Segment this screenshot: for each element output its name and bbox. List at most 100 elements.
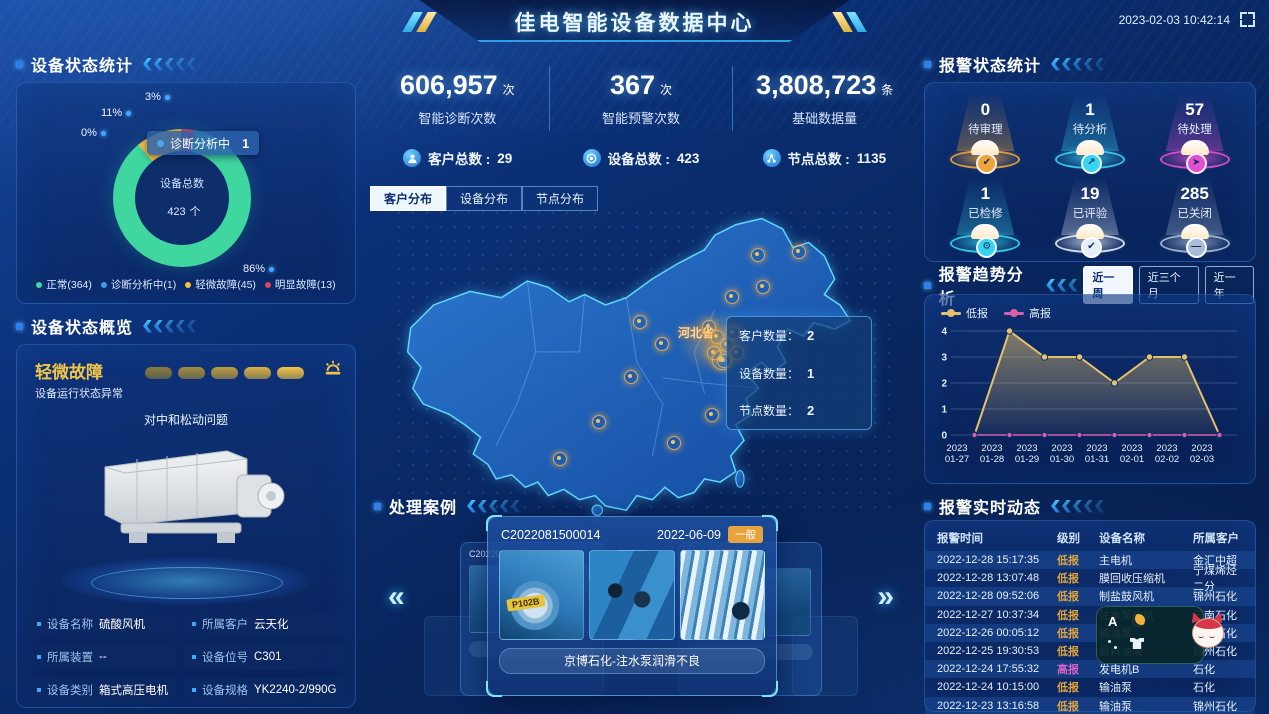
clock: 2023-02-03 10:42:14 [1118, 12, 1230, 27]
node-icon [762, 149, 781, 167]
map-marker[interactable] [792, 245, 807, 259]
map-marker[interactable] [654, 337, 669, 351]
table-row[interactable]: 2022-12-28 13:07:48 低报 膜回收压缩机 宁煤烯烃二分 [925, 565, 1255, 593]
legend-item[interactable]: 正常(364) [36, 277, 92, 292]
platform-ring [91, 567, 283, 599]
carousel-prev-icon[interactable]: « [388, 580, 405, 613]
alarm-stat-待处理[interactable]: 57 待处理 ➤ [1142, 93, 1247, 174]
map-marker[interactable] [724, 290, 739, 304]
legend-item[interactable]: 明显故障(13) [264, 277, 336, 292]
map-marker[interactable] [552, 452, 567, 466]
field-label: 设备位号 [202, 652, 248, 664]
device-field: 设备规格 YK2240-2/990G [184, 677, 345, 703]
legend-label: 正常(364) [46, 279, 92, 291]
legend-dot-icon [36, 281, 43, 288]
tab-节点分布[interactable]: 节点分布 [522, 186, 599, 211]
table-row[interactable]: 2022-12-28 09:52:06 低报 制盐鼓风机 锦州石化 [925, 587, 1255, 606]
map-tabs: 客户分布 设备分布 节点分布 [370, 186, 599, 211]
donut-tooltip: 诊断分析中 1 [147, 131, 260, 155]
legend-line-icon [941, 309, 961, 317]
alarm-platform: ✔ [945, 140, 1026, 174]
case-code: C2022081500014 [501, 527, 601, 542]
tab-客户分布[interactable]: 客户分布 [370, 186, 447, 211]
legend-item[interactable]: 轻微故障(45) [185, 277, 256, 292]
table-row[interactable]: 2022-12-24 17:55:32 高报 发电机B 石化 [925, 660, 1255, 679]
cell-time: 2022-12-24 10:15:00 [937, 681, 1040, 694]
map-marker[interactable] [701, 320, 716, 334]
alarm-stat-已关闭[interactable]: 285 已关闭 — [1142, 177, 1247, 258]
device-field: 设备位号 C301 [184, 644, 345, 670]
svg-text:02-03: 02-03 [1190, 454, 1214, 465]
alarm-label: 待审理 [968, 124, 1003, 136]
section-title-device-overview: 设备状态概览 [31, 320, 134, 337]
total-stat: 客户总数 : 29 [366, 148, 549, 168]
china-map: 河北省 客户数量： 2 设备数量： 1 节点数量： 2 [392, 206, 892, 516]
percent-label: 86% [243, 263, 274, 275]
cell-device: 膜回收压缩机 [1099, 573, 1165, 586]
alarm-stat-待审理[interactable]: 0 待审理 ✔ [933, 93, 1038, 174]
map-marker[interactable] [704, 408, 719, 422]
alarm-platform: — [1154, 224, 1235, 258]
map-marker[interactable] [632, 315, 647, 329]
severity-badge: 一般 [728, 526, 763, 543]
title-chevrons-icon [467, 499, 521, 513]
tab-设备分布[interactable]: 设备分布 [446, 186, 523, 211]
fullscreen-icon[interactable] [1240, 12, 1255, 27]
cell-level: 低报 [1057, 609, 1079, 622]
alarm-stat-已评验[interactable]: 19 已评验 ✔ [1038, 177, 1143, 258]
tooltip-value: 2 [807, 403, 815, 418]
minus-icon: — [1185, 237, 1207, 258]
cell-level: 低报 [1057, 682, 1079, 695]
map-marker[interactable] [592, 415, 607, 429]
svg-text:02-01: 02-01 [1120, 454, 1144, 465]
case-photo: P102B [499, 550, 585, 640]
tooltip-value: 2 [807, 328, 815, 343]
cell-level: 低报 [1057, 591, 1079, 604]
map-marker[interactable] [623, 370, 638, 384]
svg-text:01-31: 01-31 [1085, 454, 1109, 465]
trend-legend-低报[interactable]: 低报 [941, 305, 988, 321]
alarm-status-panel: 0 待审理 ✔ 1 待分析 ↗ 57 待处理 ➤ 1 已检修 ⚙ 19 已评验 ✔ 285 已关闭 — [924, 82, 1256, 262]
gauge-bar-icon [145, 367, 172, 379]
alarm-stat-已检修[interactable]: 1 已检修 ⚙ [933, 177, 1038, 258]
trend-legend-高报[interactable]: 高报 [1004, 305, 1051, 321]
percent-label: 0% [81, 127, 106, 139]
map-marker[interactable] [750, 248, 765, 262]
map-marker[interactable] [667, 436, 682, 450]
kpi-label: 智能诊断次数 [418, 111, 497, 126]
legend-item[interactable]: 诊断分析中(1) [100, 277, 176, 292]
column-header: 设备名称 [1099, 533, 1145, 545]
svg-text:01-29: 01-29 [1015, 454, 1039, 465]
total-label: 设备总数 : [607, 152, 670, 167]
alarm-stat-待分析[interactable]: 1 待分析 ↗ [1038, 93, 1143, 174]
fault-desc: 设备运行状态异常 [35, 388, 123, 400]
title-chevrons-icon [143, 57, 197, 71]
legend-label: 低报 [966, 308, 988, 320]
kpi-value: 3,808,723 条 [756, 70, 894, 100]
equipment-tag: P102B [506, 594, 546, 612]
cell-level: 低报 [1057, 573, 1079, 586]
total-value: 423 [676, 150, 700, 166]
total-value: 1135 [856, 150, 887, 166]
map-marker[interactable] [755, 280, 770, 294]
svg-text:3: 3 [941, 353, 947, 364]
motor-image [104, 450, 285, 543]
map-marker[interactable] [709, 330, 724, 344]
column-header: 级别 [1057, 533, 1080, 545]
mascot-widget[interactable]: A [1096, 606, 1226, 664]
tooltip-label: 设备数量： [739, 366, 800, 381]
kpi-label: 智能预警次数 [602, 111, 681, 126]
title-bullet-icon [16, 322, 23, 330]
alarm-label: 待处理 [1177, 124, 1212, 136]
table-row[interactable]: 2022-12-23 13:16:58 低报 输油泵 锦州石化 [925, 696, 1255, 714]
platform-dome [1180, 140, 1209, 155]
totals-row: 客户总数 : 29 设备总数 : 423 节点总数 : 1135 [366, 148, 916, 168]
table-row[interactable]: 2022-12-24 10:15:00 低报 输油泵 石化 [925, 678, 1255, 696]
carousel-next-icon[interactable]: » [877, 580, 894, 613]
cell-customer: 金汇中超 [1193, 555, 1237, 568]
title-chevrons-icon [1046, 278, 1078, 292]
svg-text:2023: 2023 [946, 443, 967, 454]
table-row[interactable]: 2022-12-28 15:17:35 低报 主电机 金汇中超 [925, 551, 1255, 570]
case-card-active[interactable]: C2022081500014 2022-06-09 一般 P102B 京博石化-… [486, 515, 778, 697]
alarm-platform: ⚙ [945, 224, 1026, 258]
